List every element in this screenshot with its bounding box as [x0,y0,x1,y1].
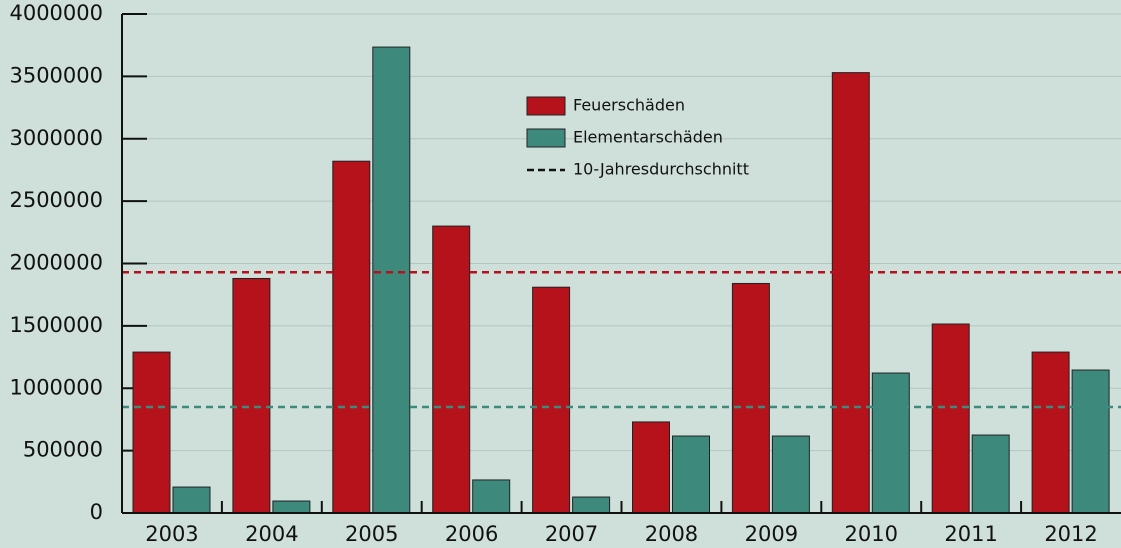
legend-swatch [526,96,566,116]
x-tick-label: 2012 [1044,522,1097,546]
bar [1031,351,1070,514]
bar [871,372,910,514]
x-tick-label: 2004 [245,522,298,546]
bar [432,225,471,514]
bar [232,277,271,514]
bar [731,282,770,514]
y-tick-label: 2000000 [9,251,103,275]
y-tick-label: 1000000 [9,375,103,399]
x-tick-label: 2007 [545,522,598,546]
x-tick-label: 2003 [145,522,198,546]
x-tick-label: 2009 [745,522,798,546]
bar [1071,369,1110,514]
bar [132,351,171,514]
legend-swatch [526,128,566,148]
y-tick-label: 1500000 [9,313,103,337]
y-tick-label: 2500000 [9,188,103,212]
x-tick-label: 2006 [445,522,498,546]
bar [971,434,1010,514]
bar [672,435,710,514]
bar [831,72,870,514]
bar [272,500,311,514]
bar [372,46,411,514]
bar [771,435,810,514]
legend-label: 10-Jahresdurchschnitt [573,160,749,179]
y-tick-label: 3500000 [9,63,103,87]
bar [931,323,970,514]
bar [332,160,371,514]
legend-label: Feuerschäden [573,96,685,115]
y-tick-label: 500000 [23,438,103,462]
bar [532,286,571,514]
bar [172,486,211,514]
x-tick-label: 2005 [345,522,398,546]
x-tick-label: 2008 [645,522,698,546]
legend-label: Elementarschäden [573,128,723,147]
x-tick-label: 2011 [944,522,997,546]
y-tick-label: 3000000 [9,126,103,150]
bar [632,421,670,514]
bar [572,496,611,514]
x-tick-label: 2010 [845,522,898,546]
y-tick-label: 4000000 [9,1,103,25]
y-tick-label: 0 [90,500,103,524]
bar [472,479,511,514]
